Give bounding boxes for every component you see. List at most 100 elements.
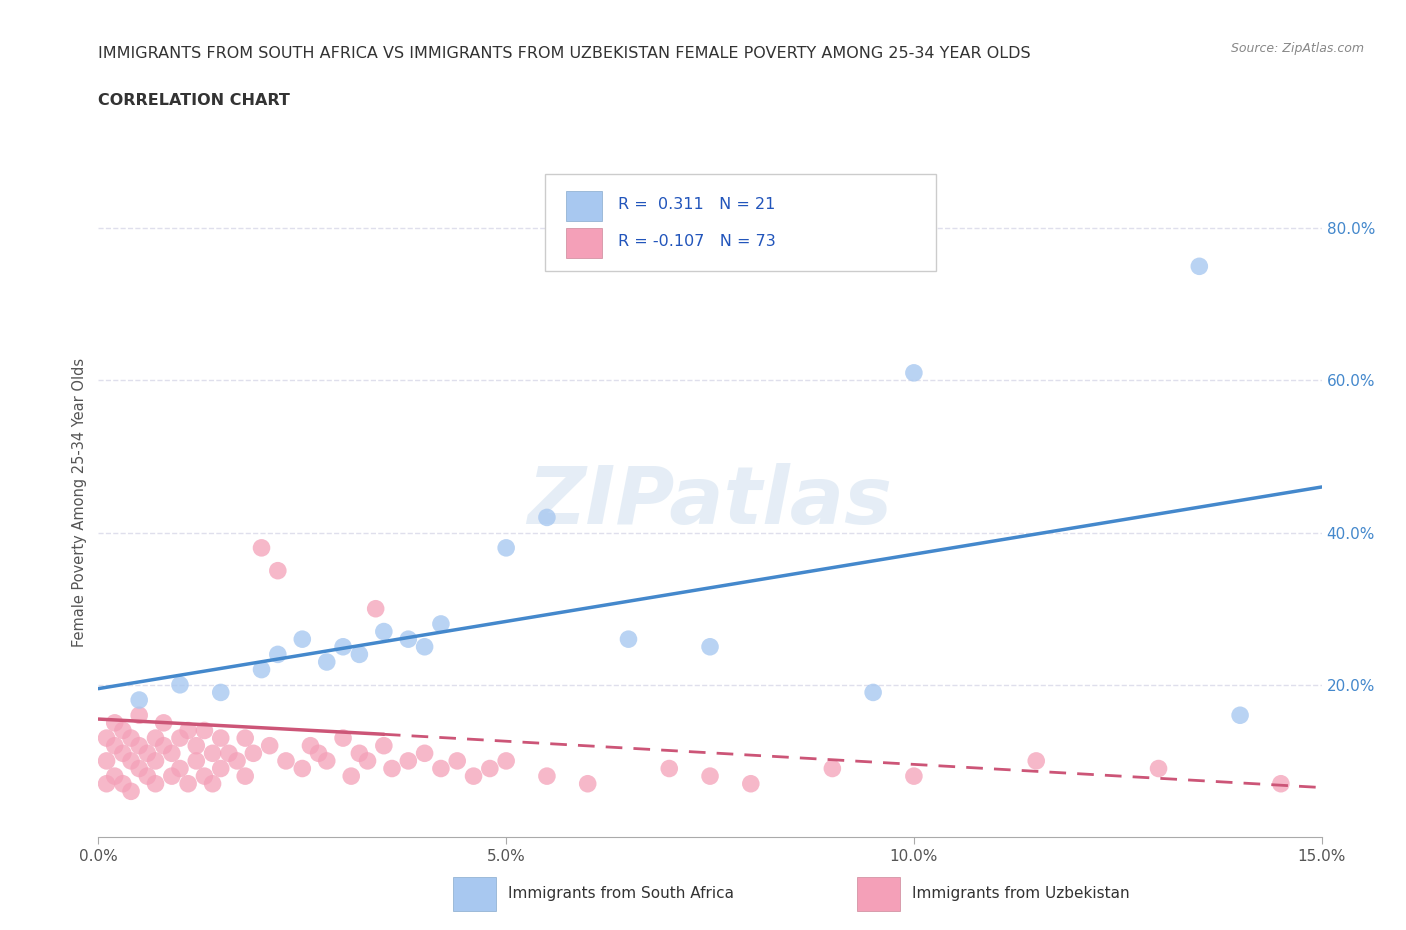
Point	[274, 753, 297, 768]
Point	[169, 731, 191, 746]
Point	[145, 753, 167, 768]
Point	[169, 677, 191, 692]
Point	[536, 510, 558, 525]
Point	[478, 761, 501, 776]
Point	[291, 761, 314, 776]
Point	[145, 777, 167, 791]
Point	[96, 753, 118, 768]
Point	[128, 738, 150, 753]
Point	[152, 738, 174, 753]
Point	[128, 761, 150, 776]
Point	[463, 769, 485, 784]
Point	[267, 564, 290, 578]
Point	[250, 540, 273, 555]
Point	[373, 738, 395, 753]
Point	[111, 746, 134, 761]
Point	[111, 723, 134, 737]
Point	[259, 738, 281, 753]
Point	[381, 761, 404, 776]
Point	[96, 777, 118, 791]
Point	[349, 647, 371, 662]
Point	[128, 693, 150, 708]
Point	[903, 769, 925, 784]
Point	[233, 769, 256, 784]
Bar	[856, 877, 900, 910]
Point	[201, 777, 224, 791]
Point	[1270, 777, 1292, 791]
Point	[495, 753, 517, 768]
Point	[396, 753, 419, 768]
Point	[120, 784, 142, 799]
Point	[291, 631, 314, 646]
Point	[111, 777, 134, 791]
Point	[315, 655, 337, 670]
Point	[218, 746, 240, 761]
Point	[373, 624, 395, 639]
Point	[658, 761, 681, 776]
Text: IMMIGRANTS FROM SOUTH AFRICA VS IMMIGRANTS FROM UZBEKISTAN FEMALE POVERTY AMONG : IMMIGRANTS FROM SOUTH AFRICA VS IMMIGRAN…	[98, 46, 1031, 61]
Point	[267, 647, 290, 662]
Point	[233, 731, 256, 746]
Text: R = -0.107   N = 73: R = -0.107 N = 73	[619, 233, 776, 248]
Point	[821, 761, 844, 776]
Point	[186, 753, 208, 768]
Point	[1229, 708, 1251, 723]
Text: R =  0.311   N = 21: R = 0.311 N = 21	[619, 197, 776, 212]
Point	[96, 731, 118, 746]
Point	[308, 746, 330, 761]
Text: ZIPatlas: ZIPatlas	[527, 463, 893, 541]
Y-axis label: Female Poverty Among 25-34 Year Olds: Female Poverty Among 25-34 Year Olds	[72, 358, 87, 646]
Text: CORRELATION CHART: CORRELATION CHART	[98, 93, 290, 108]
Point	[617, 631, 640, 646]
Point	[364, 602, 387, 617]
Bar	[565, 191, 602, 221]
Point	[104, 715, 127, 730]
Point	[136, 746, 159, 761]
Point	[576, 777, 599, 791]
Text: Immigrants from Uzbekistan: Immigrants from Uzbekistan	[912, 886, 1129, 901]
Point	[340, 769, 363, 784]
Point	[315, 753, 337, 768]
Point	[160, 746, 183, 761]
Point	[332, 639, 354, 654]
Point	[209, 685, 232, 700]
Point	[209, 761, 232, 776]
Point	[299, 738, 322, 753]
Bar	[565, 228, 602, 258]
Point	[152, 715, 174, 730]
Point	[430, 617, 453, 631]
Point	[209, 731, 232, 746]
Point	[136, 769, 159, 784]
Point	[699, 639, 721, 654]
Text: Immigrants from South Africa: Immigrants from South Africa	[508, 886, 734, 901]
Point	[396, 631, 419, 646]
Point	[160, 769, 183, 784]
Point	[446, 753, 468, 768]
Point	[201, 746, 224, 761]
Point	[128, 708, 150, 723]
Point	[226, 753, 249, 768]
Point	[413, 639, 436, 654]
Point	[699, 769, 721, 784]
Point	[193, 723, 215, 737]
Point	[193, 769, 215, 784]
Point	[495, 540, 517, 555]
Point	[349, 746, 371, 761]
Point	[862, 685, 884, 700]
Point	[536, 769, 558, 784]
FancyBboxPatch shape	[546, 174, 936, 272]
Point	[145, 731, 167, 746]
Point	[903, 365, 925, 380]
Point	[120, 731, 142, 746]
Point	[169, 761, 191, 776]
Point	[1025, 753, 1047, 768]
Point	[250, 662, 273, 677]
Point	[1147, 761, 1170, 776]
Point	[120, 753, 142, 768]
Point	[413, 746, 436, 761]
Point	[1188, 259, 1211, 273]
Point	[242, 746, 264, 761]
Bar	[453, 877, 496, 910]
Point	[177, 723, 200, 737]
Point	[356, 753, 378, 768]
